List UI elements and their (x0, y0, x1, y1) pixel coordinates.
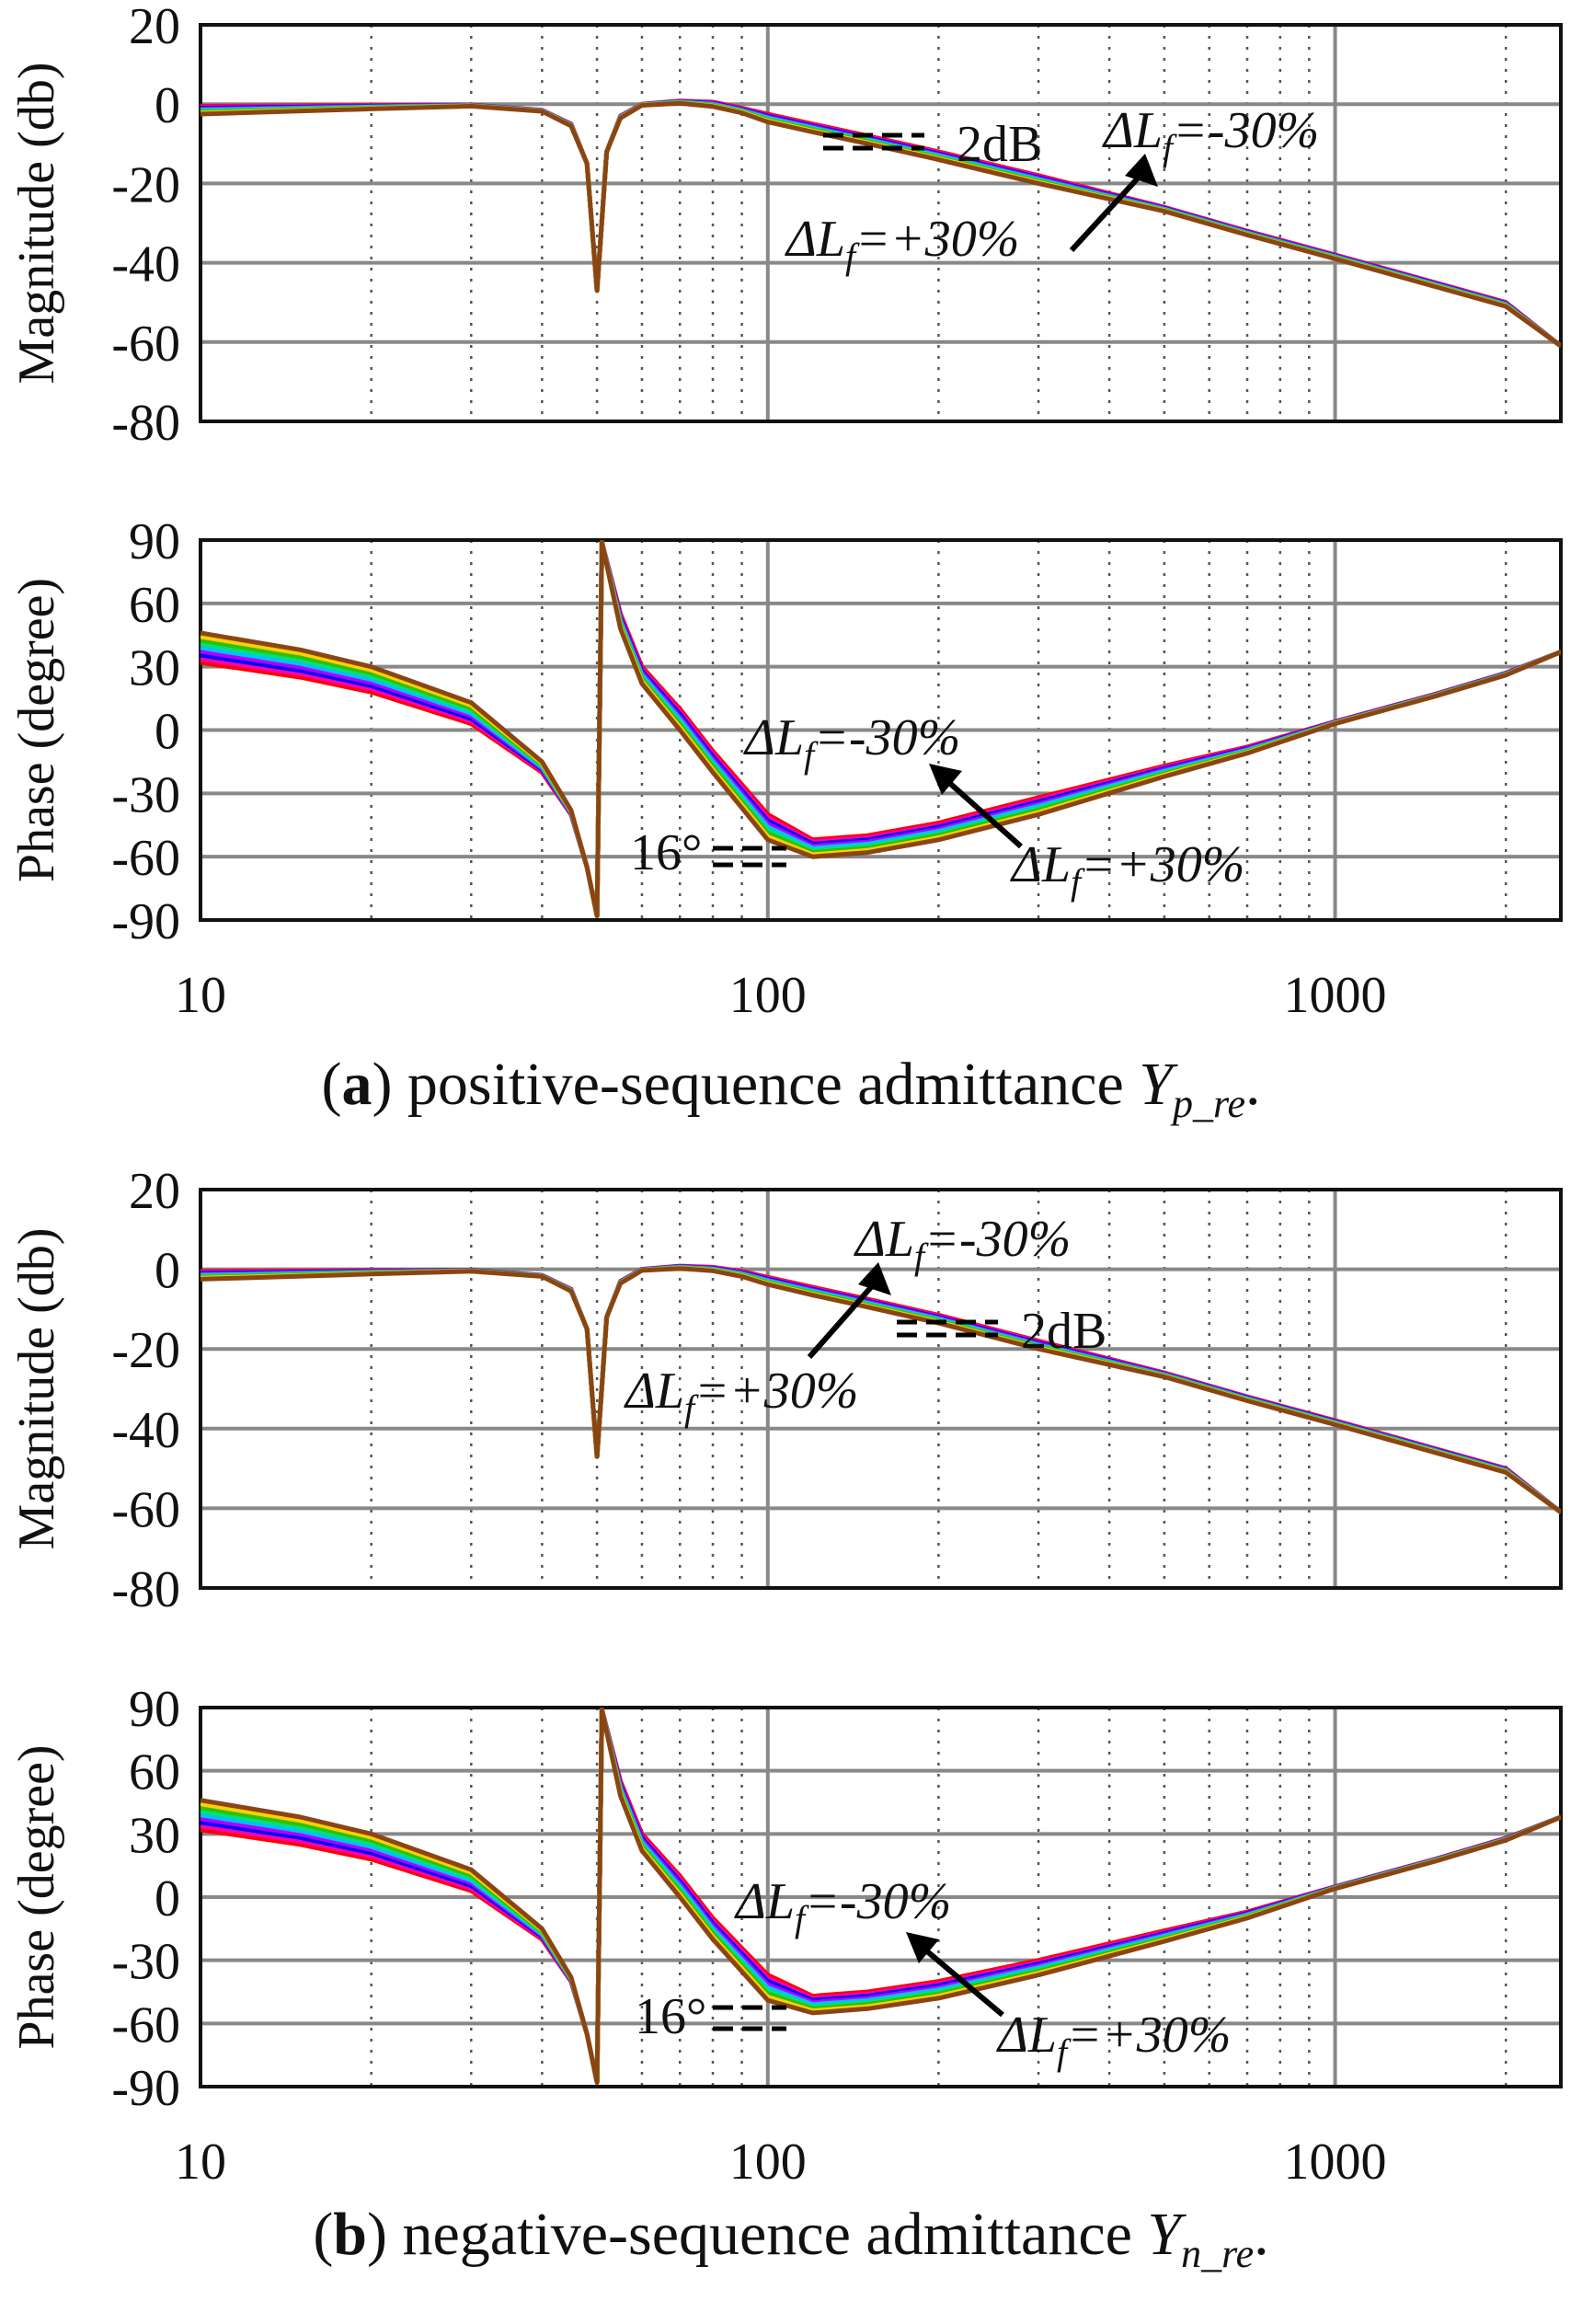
caption-letter: b (333, 2201, 367, 2268)
arrowhead (906, 1932, 939, 1963)
annotation-arrow (913, 1939, 1004, 2018)
y-tick-label: -60 (111, 1996, 180, 2054)
arrowhead (1125, 154, 1158, 187)
y-tick-label: -40 (111, 236, 180, 293)
caption-subscript: p_re (1170, 1081, 1245, 1126)
annotation-lf-plus-30: ΔLf=+30% (624, 1363, 858, 1429)
arrowhead (858, 1262, 891, 1295)
gap-label: 2dB (1021, 1303, 1106, 1360)
plot-frame (199, 1706, 1563, 2088)
y-tick-label: -80 (111, 1561, 180, 1618)
y-tick-label: 60 (129, 1744, 180, 1801)
x-tick-label: 100 (729, 967, 807, 1024)
figure-caption-b: (b) negative-sequence admittance Yn_re. (313, 2201, 1268, 2276)
curve-group (201, 540, 1561, 918)
figure-caption-a: (a) positive-sequence admittance Yp_re. (321, 1051, 1260, 1126)
y-tick-label: -60 (111, 316, 180, 373)
y-axis-label: Magnitude (db) (8, 63, 65, 385)
caption-symbol: Y (1147, 2201, 1186, 2268)
annotation-arrow (807, 1277, 881, 1359)
curve-group (201, 98, 1561, 349)
y-tick-label: -40 (111, 1402, 180, 1459)
y-tick-label: -20 (111, 1322, 180, 1379)
y-tick-label: 30 (129, 1807, 180, 1864)
annotation-lf-plus-30: ΔLf=+30% (996, 2007, 1231, 2073)
plot-frame (199, 538, 1563, 922)
gap-label: 16° (630, 824, 702, 881)
y-tick-label: 0 (155, 1870, 180, 1927)
y-tick-label: 0 (155, 77, 180, 134)
x-tick-label: 10 (175, 967, 226, 1024)
caption-text: positive-sequence admittance (407, 1051, 1139, 1118)
arrowhead (929, 764, 962, 795)
y-tick-label: 90 (129, 1681, 180, 1738)
curve-group (201, 1708, 1561, 2085)
panel-b-magnitude-plot: 20 0 -20 -40 -60 -80 Magnitude (db) ΔLf=-30% ΔLf… (8, 1163, 1563, 1618)
plot-frame (199, 1188, 1563, 1590)
series-line-max (201, 1266, 1561, 1514)
series-line-max (201, 540, 1561, 918)
series-line-max (201, 100, 1561, 349)
annotation-lf-plus-30: ΔLf=+30% (1010, 836, 1244, 903)
annotation-lf-minus-30: ΔLf=-30% (734, 1873, 951, 1939)
x-tick-label: 1000 (1284, 2134, 1387, 2191)
x-tick-label: 10 (175, 2134, 226, 2191)
y-tick-label: -60 (111, 830, 180, 887)
gap-label: 2dB (957, 116, 1042, 173)
x-tick-label: 1000 (1284, 967, 1387, 1024)
plot-frame (199, 23, 1563, 423)
annotation-lf-minus-30: ΔLf=-30% (743, 709, 960, 776)
y-tick-label: -90 (111, 893, 180, 950)
panel-a-magnitude-plot: 20 0 -20 -40 -60 -80 Magnitude (db) ΔLf=-30% ΔLf… (8, 0, 1563, 452)
panel-b-phase-plot: 90 60 30 0 -30-60 -90 Phase (degree) ΔLf=-30% ΔL… (8, 1681, 1563, 2117)
x-tick-label: 100 (729, 2134, 807, 2191)
caption-letter: a (341, 1051, 372, 1118)
annotation-arrow (1069, 167, 1148, 253)
y-tick-label: 0 (155, 1243, 180, 1300)
y-tick-label: 20 (129, 0, 180, 55)
caption-text: negative-sequence admittance (403, 2201, 1148, 2268)
caption-symbol: Y (1139, 1051, 1178, 1118)
y-tick-label: 0 (155, 704, 180, 761)
y-tick-label: 30 (129, 640, 180, 697)
x-axis-ticks-a: 10 100 1000 (175, 967, 1387, 1024)
annotation-lf-plus-30: ΔLf=+30% (785, 211, 1019, 277)
series-line-max (201, 1708, 1561, 2085)
series-line-intermediate (201, 1264, 1561, 1514)
y-tick-label: -30 (111, 1934, 180, 1991)
y-tick-label: -90 (111, 2060, 180, 2117)
y-tick-label: -30 (111, 766, 180, 823)
y-tick-label: 90 (129, 513, 180, 570)
y-tick-label: 20 (129, 1163, 180, 1220)
y-axis-label: Phase (degree) (8, 578, 65, 882)
caption-subscript: n_re (1181, 2231, 1254, 2276)
annotation-lf-minus-30: ΔLf=-30% (854, 1211, 1071, 1277)
y-axis-label: Phase (degree) (8, 1744, 65, 2049)
y-tick-label: -20 (111, 156, 180, 213)
y-tick-label: -60 (111, 1481, 180, 1538)
gap-label: 16° (635, 1988, 706, 2045)
annotation-lf-minus-30: ΔLf=-30% (1102, 102, 1319, 168)
curve-group (201, 1263, 1561, 1514)
y-tick-label: 60 (129, 577, 180, 634)
annotation-arrow (936, 770, 1023, 849)
x-axis-ticks-b: 10 100 1000 (175, 2134, 1387, 2191)
y-tick-label: -80 (111, 395, 180, 452)
panel-a-phase-plot: 90 60 30 0-30 -60 -90 Phase (degree) ΔLf=-30% ΔL… (8, 513, 1563, 950)
y-axis-label: Magnitude (db) (8, 1228, 65, 1550)
